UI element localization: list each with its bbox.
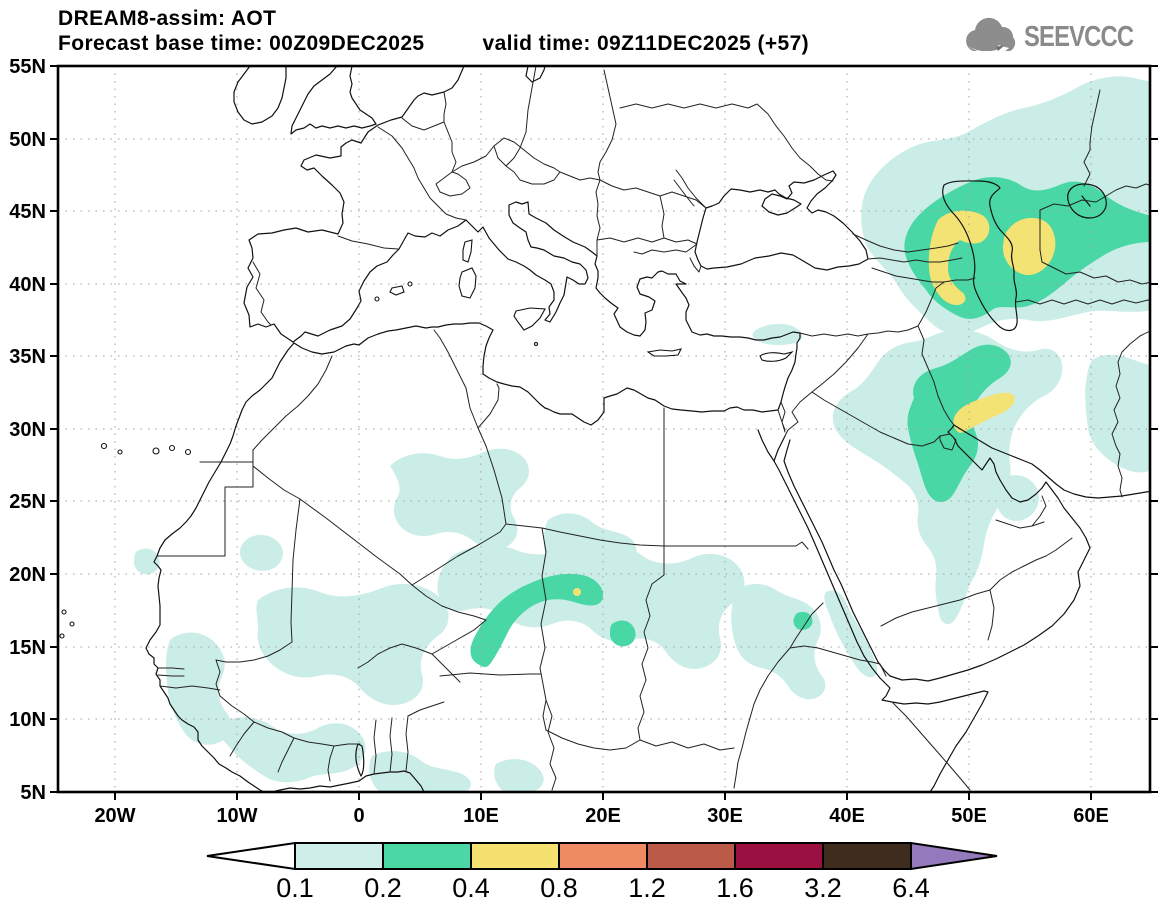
colorbar-cell	[558, 842, 648, 870]
lon-label: 20E	[585, 805, 621, 827]
lon-label: 20W	[94, 805, 135, 827]
header-times: Forecast base time: 00Z09DEC2025 valid t…	[58, 31, 809, 56]
lon-label: 30E	[707, 805, 743, 827]
header: DREAM8-assim: AOT Forecast base time: 00…	[58, 6, 809, 56]
colorbar-cell	[734, 842, 824, 870]
island-corsica	[462, 239, 473, 263]
cape-verde-island	[69, 621, 75, 627]
canary-island	[152, 447, 160, 455]
lon-label: 10E	[463, 805, 499, 827]
colorbar-cell	[822, 842, 912, 870]
lat-label: 20N	[9, 564, 46, 586]
colorbar-overflow-arrow	[910, 841, 998, 871]
map-frame	[50, 64, 1158, 800]
colorbar-cell	[470, 842, 560, 870]
colorbar-label: 1.6	[716, 873, 754, 903]
island-crete	[646, 348, 683, 357]
page-title: DREAM8-assim: AOT	[58, 7, 277, 30]
cloud-icon	[965, 17, 1015, 55]
colorbar-cell	[646, 842, 736, 870]
canary-island	[168, 444, 176, 452]
lat-axis-labels: 55N 50N 45N 40N 35N 30N 25N 20N 15N 10N …	[9, 56, 46, 804]
graticule	[58, 66, 1150, 792]
island-sardinia	[458, 267, 477, 299]
lat-label: 45N	[9, 201, 46, 223]
island-ibiza	[374, 296, 380, 302]
lon-label: 40E	[829, 805, 865, 827]
colorbar-label: 0.2	[364, 873, 402, 903]
lat-label: 30N	[9, 419, 46, 441]
lat-label: 25N	[9, 491, 46, 513]
lon-axis-labels: 20W 10W 0 10E 20E 30E 40E 50E 60E	[94, 805, 1108, 827]
colorbar-cell	[294, 842, 384, 870]
lon-label: 0	[353, 805, 364, 827]
lon-label: 60E	[1073, 805, 1109, 827]
colorbar: 0.1 0.2 0.4 0.8 1.2 1.6 3.2 6.4	[206, 841, 998, 903]
valid-time: valid time: 09Z11DEC2025 (+57)	[482, 32, 810, 55]
canary-island	[184, 448, 192, 456]
lat-label: 35N	[9, 346, 46, 368]
country-borders	[156, 66, 1150, 791]
colorbar-underflow-arrow	[206, 841, 296, 871]
island-sicily	[513, 307, 546, 331]
forecast-base-time: Forecast base time: 00Z09DEC2025	[58, 32, 425, 55]
colorbar-label: 0.1	[276, 873, 314, 903]
logo-text: SEEVCCC	[1023, 20, 1134, 53]
seevccc-logo: SEEVCCC	[960, 16, 1157, 58]
coastlines	[145, 66, 1150, 792]
colorbar-cell	[382, 842, 472, 870]
canary-island	[100, 442, 108, 450]
lon-ticks	[114, 792, 1092, 800]
lat-label: 55N	[9, 56, 46, 78]
cape-verde-island	[61, 609, 67, 615]
lat-label: 5N	[20, 782, 46, 804]
lon-label: 50E	[951, 805, 987, 827]
lat-label: 40N	[9, 274, 46, 296]
colorbar-label: 1.2	[628, 873, 666, 903]
lon-label: 10W	[216, 805, 257, 827]
cape-verde-island	[59, 633, 65, 639]
lat-label: 50N	[9, 129, 46, 151]
colorbar-label: 0.4	[452, 873, 490, 903]
colorbar-label: 0.8	[540, 873, 578, 903]
canary-island	[117, 449, 123, 455]
lat-label: 10N	[9, 709, 46, 731]
lat-label: 15N	[9, 637, 46, 659]
colorbar-label: 3.2	[804, 873, 842, 903]
islands	[59, 239, 794, 639]
island-malta	[533, 341, 539, 347]
island-cyprus	[759, 350, 794, 362]
island-menorca	[407, 281, 413, 287]
lat-ticks	[50, 65, 1158, 793]
colorbar-label: 6.4	[892, 873, 930, 903]
island-mallorca	[389, 285, 405, 296]
